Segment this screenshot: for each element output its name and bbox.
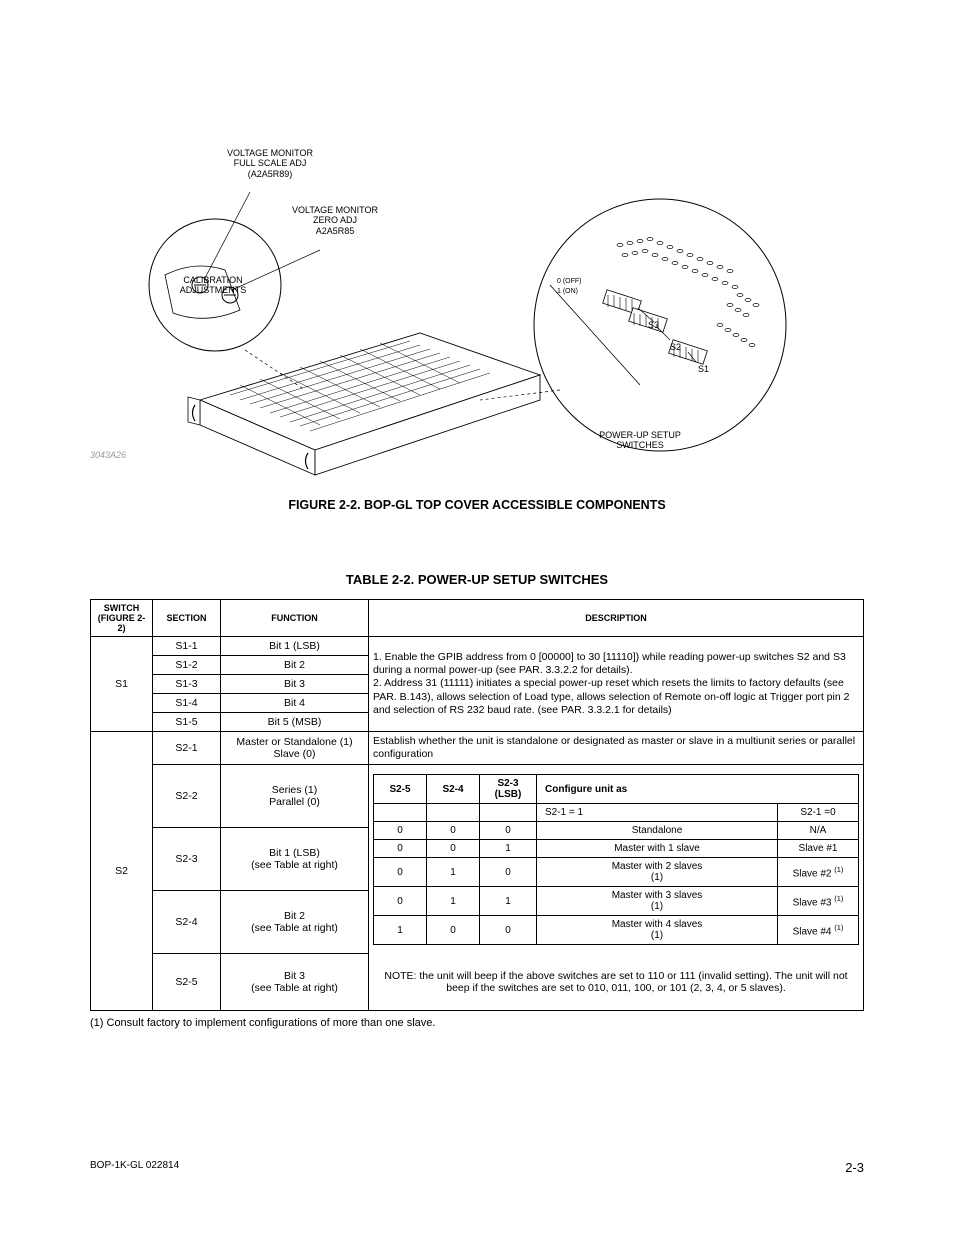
s1-1-section: S1-1 xyxy=(153,637,221,656)
chassis-illustration xyxy=(140,325,560,485)
s1-4-section: S1-4 xyxy=(153,694,221,713)
nr2c: 0 xyxy=(480,858,537,887)
nr4d: Master with 4 slaves(1) xyxy=(537,916,778,945)
s1-5-section: S1-5 xyxy=(153,713,221,732)
callout-calibration: CALIBRATIONADJUSTMENTS xyxy=(163,275,263,296)
s2-5-func: Bit 3(see Table at right) xyxy=(221,954,369,1011)
s2-5-section: S2-5 xyxy=(153,954,221,1011)
header-row: SWITCH(FIGURE 2-2) SECTION FUNCTION DESC… xyxy=(91,600,864,637)
s1-2-func: Bit 2 xyxy=(221,656,369,675)
main-table: SWITCH(FIGURE 2-2) SECTION FUNCTION DESC… xyxy=(90,599,864,1011)
nr2d: Master with 2 slaves(1) xyxy=(537,858,778,887)
callout-voltage-full: VOLTAGE MONITORFULL SCALE ADJ(A2A5R89) xyxy=(205,148,335,179)
ns-blank3 xyxy=(480,804,537,822)
ns-a: S2-1 = 1 xyxy=(537,804,778,822)
nr2a: 0 xyxy=(374,858,427,887)
nr3b: 1 xyxy=(427,887,480,916)
s2-note: NOTE: the unit will beep if the above sw… xyxy=(369,954,864,1011)
s2-row-5: S2-5 Bit 3(see Table at right) NOTE: the… xyxy=(91,954,864,1011)
s1-5-func: Bit 5 (MSB) xyxy=(221,713,369,732)
part-number: 3043A26 xyxy=(90,450,126,460)
nr-2: 0 1 0 Master with 2 slaves(1) Slave #2 (… xyxy=(374,858,859,887)
page: VOLTAGE MONITORFULL SCALE ADJ(A2A5R89) V… xyxy=(0,0,954,1235)
s2-3-func: Bit 1 (LSB)(see Table at right) xyxy=(221,828,369,891)
figure-diagram: VOLTAGE MONITORFULL SCALE ADJ(A2A5R89) V… xyxy=(90,130,864,490)
nr0e: N/A xyxy=(778,822,859,840)
nr0c: 0 xyxy=(480,822,537,840)
footer-page: 2-3 xyxy=(845,1160,864,1175)
s2-2-func: Series (1)Parallel (0) xyxy=(221,765,369,828)
s1-4-func: Bit 4 xyxy=(221,694,369,713)
s1-row-1: S1 S1-1 Bit 1 (LSB) 1. Enable the GPIB a… xyxy=(91,637,864,656)
figure-caption: FIGURE 2-2. BOP-GL TOP COVER ACCESSIBLE … xyxy=(90,498,864,512)
s1-3-func: Bit 3 xyxy=(221,675,369,694)
nr-4: 1 0 0 Master with 4 slaves(1) Slave #4 (… xyxy=(374,916,859,945)
s2-row-1: S2 S2-1 Master or Standalone (1)Slave (0… xyxy=(91,732,864,765)
nr4c: 0 xyxy=(480,916,537,945)
nr2e: Slave #2 (1) xyxy=(778,858,859,887)
nested-table: S2-5 S2-4 S2-3(LSB) Configure unit as S2… xyxy=(373,774,859,945)
th-description: DESCRIPTION xyxy=(369,600,864,637)
nr4a: 1 xyxy=(374,916,427,945)
footer-left: BOP-1K-GL 022814 xyxy=(90,1160,179,1175)
th-function: FUNCTION xyxy=(221,600,369,637)
nr-1: 0 0 1 Master with 1 slave Slave #1 xyxy=(374,840,859,858)
ns-blank2 xyxy=(427,804,480,822)
callout-on: 1 (ON) xyxy=(557,288,578,296)
nr-0: 0 0 0 Standalone N/A xyxy=(374,822,859,840)
s1-label: S1 xyxy=(91,637,153,732)
s2-1-desc: Establish whether the unit is standalone… xyxy=(369,732,864,765)
s2-1-func: Master or Standalone (1)Slave (0) xyxy=(221,732,369,765)
nr3a: 0 xyxy=(374,887,427,916)
callout-s3: S3 xyxy=(648,320,659,330)
callout-powerup: POWER-UP SETUPSWITCHES xyxy=(580,430,700,451)
s2-2-section: S2-2 xyxy=(153,765,221,828)
nr0a: 0 xyxy=(374,822,427,840)
nh-4: Configure unit as xyxy=(537,775,859,804)
s1-desc: 1. Enable the GPIB address from 0 [00000… xyxy=(369,637,864,732)
callout-voltage-zero: VOLTAGE MONITORZERO ADJA2A5R85 xyxy=(280,205,390,236)
nr1e: Slave #1 xyxy=(778,840,859,858)
callout-off: 0 (OFF) xyxy=(557,278,582,286)
s2-3-section: S2-3 xyxy=(153,828,221,891)
s1-3-section: S1-3 xyxy=(153,675,221,694)
footnote: (1) Consult factory to implement configu… xyxy=(90,1017,864,1029)
ns-b: S2-1 =0 xyxy=(778,804,859,822)
nr3e: Slave #3 (1) xyxy=(778,887,859,916)
nr1d: Master with 1 slave xyxy=(537,840,778,858)
s2-4-func: Bit 2(see Table at right) xyxy=(221,891,369,954)
callout-s2: S2 xyxy=(670,342,681,352)
nr3c: 1 xyxy=(480,887,537,916)
nr4b: 0 xyxy=(427,916,480,945)
nr3d: Master with 3 slaves(1) xyxy=(537,887,778,916)
nr0d: Standalone xyxy=(537,822,778,840)
th-section: SECTION xyxy=(153,600,221,637)
nr1a: 0 xyxy=(374,840,427,858)
s1-1-func: Bit 1 (LSB) xyxy=(221,637,369,656)
nr2b: 1 xyxy=(427,858,480,887)
nr1c: 1 xyxy=(480,840,537,858)
nh-2: S2-4 xyxy=(427,775,480,804)
nested-table-cell: S2-5 S2-4 S2-3(LSB) Configure unit as S2… xyxy=(369,765,864,954)
footer: BOP-1K-GL 022814 2-3 xyxy=(90,1160,864,1175)
s1-2-section: S1-2 xyxy=(153,656,221,675)
callout-s1: S1 xyxy=(698,364,709,374)
th-switch: SWITCH(FIGURE 2-2) xyxy=(91,600,153,637)
s2-4-section: S2-4 xyxy=(153,891,221,954)
table-caption: TABLE 2-2. POWER-UP SETUP SWITCHES xyxy=(90,572,864,587)
nh-1: S2-5 xyxy=(374,775,427,804)
right-detail-circle xyxy=(530,195,790,455)
nr0b: 0 xyxy=(427,822,480,840)
s2-label: S2 xyxy=(91,732,153,1011)
nr4e: Slave #4 (1) xyxy=(778,916,859,945)
nr1b: 0 xyxy=(427,840,480,858)
s2-1-section: S2-1 xyxy=(153,732,221,765)
nr-3: 0 1 1 Master with 3 slaves(1) Slave #3 (… xyxy=(374,887,859,916)
ns-blank1 xyxy=(374,804,427,822)
nh-3: S2-3(LSB) xyxy=(480,775,537,804)
s2-row-2: S2-2 Series (1)Parallel (0) S2-5 S2-4 S2… xyxy=(91,765,864,828)
